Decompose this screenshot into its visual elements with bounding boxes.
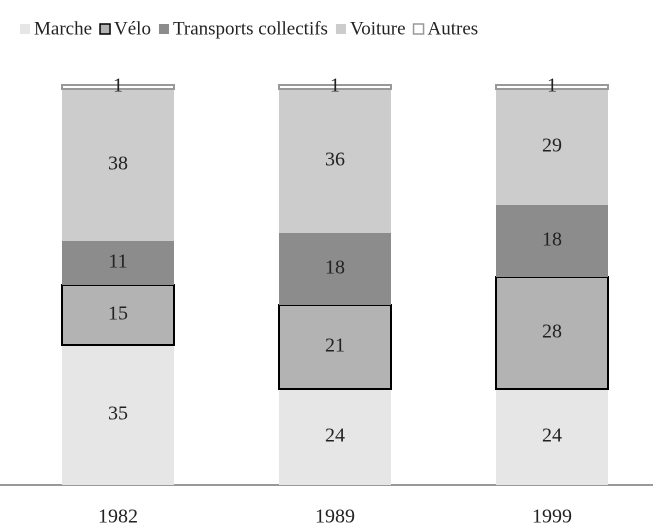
bar-segment bbox=[62, 345, 174, 485]
x-tick-label: 1999 bbox=[532, 506, 572, 528]
legend-swatch bbox=[99, 23, 111, 35]
data-label: 1 bbox=[113, 75, 123, 97]
legend-swatch bbox=[20, 24, 30, 34]
legend-swatch bbox=[335, 24, 346, 34]
bar-segment bbox=[61, 84, 175, 90]
data-label: 36 bbox=[325, 149, 345, 171]
data-label: 21 bbox=[325, 335, 345, 357]
legend-label: Transports collectifs bbox=[173, 18, 328, 39]
data-label: 28 bbox=[542, 321, 562, 343]
x-tick-label: 1982 bbox=[98, 506, 138, 528]
data-label: 29 bbox=[542, 135, 562, 157]
bar-segment bbox=[496, 205, 608, 277]
bar-segment bbox=[496, 389, 608, 485]
bar-segment bbox=[278, 84, 392, 90]
bar-segment bbox=[279, 89, 391, 233]
bar-segment bbox=[62, 241, 174, 285]
bar-segment bbox=[279, 233, 391, 305]
legend-label: Marche bbox=[34, 18, 92, 39]
data-label: 11 bbox=[108, 251, 127, 273]
bar-segment bbox=[495, 84, 609, 90]
bar-segment bbox=[496, 89, 608, 205]
legend-label: Vélo bbox=[114, 18, 151, 39]
data-label: 24 bbox=[542, 425, 562, 447]
x-tick-label: 1989 bbox=[315, 506, 355, 528]
data-label: 38 bbox=[108, 153, 128, 175]
bar-segment bbox=[61, 284, 175, 346]
data-label: 18 bbox=[325, 257, 345, 279]
bar-segment bbox=[62, 89, 174, 241]
data-label: 15 bbox=[108, 303, 128, 325]
data-label: 1 bbox=[330, 75, 340, 97]
legend-label: Autres bbox=[428, 18, 479, 39]
data-label: 35 bbox=[108, 403, 128, 425]
legend-swatch bbox=[158, 24, 169, 34]
legend-swatch bbox=[412, 23, 425, 35]
legend-label: Voiture bbox=[350, 18, 406, 39]
data-label: 1 bbox=[547, 75, 557, 97]
bar-segment bbox=[279, 389, 391, 485]
data-label: 18 bbox=[542, 229, 562, 251]
data-label: 24 bbox=[325, 425, 345, 447]
